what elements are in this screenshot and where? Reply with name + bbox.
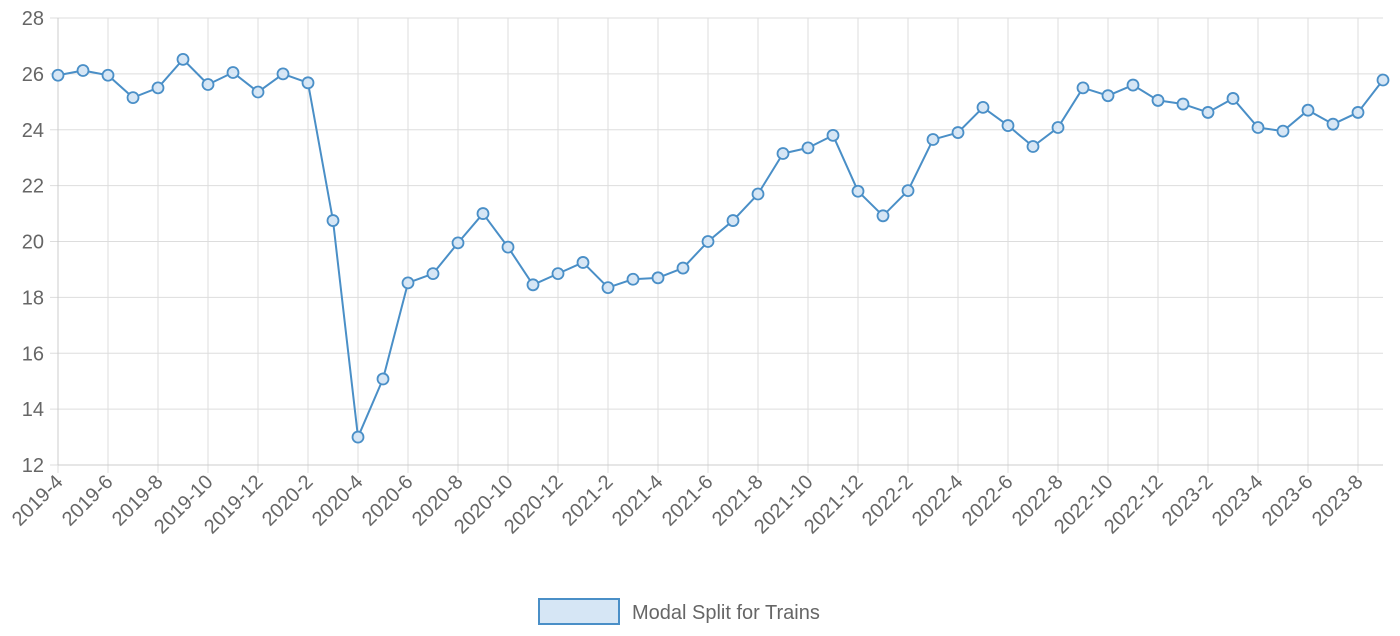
x-tick-label: 2019-4 (8, 471, 68, 531)
data-point[interactable] (276, 67, 290, 81)
data-point[interactable] (401, 276, 415, 290)
data-point[interactable] (826, 128, 840, 142)
y-tick-label: 12 (22, 455, 44, 477)
data-point[interactable] (876, 209, 890, 223)
series-line (57, 58, 1384, 439)
y-tick-label: 26 (22, 64, 44, 86)
data-point[interactable] (526, 278, 540, 292)
data-point[interactable] (1376, 73, 1390, 87)
data-point[interactable] (1126, 78, 1140, 92)
x-tick-label: 2020-4 (308, 471, 368, 531)
data-point[interactable] (1226, 92, 1240, 105)
data-point[interactable] (1076, 81, 1090, 95)
data-point[interactable] (751, 187, 765, 201)
x-tick-label: 2021-6 (658, 471, 718, 531)
data-point[interactable] (626, 272, 640, 286)
x-tick-label: 2023-8 (1308, 471, 1368, 531)
data-point[interactable] (226, 66, 240, 79)
x-tick-label: 2019-6 (58, 471, 118, 531)
x-tick-label: 2022-2 (858, 471, 918, 531)
data-point[interactable] (376, 372, 390, 386)
data-point[interactable] (326, 214, 340, 227)
data-point[interactable] (901, 184, 915, 198)
data-point[interactable] (1201, 106, 1215, 119)
data-point[interactable] (476, 207, 490, 220)
y-tick-label: 18 (22, 287, 44, 309)
data-point[interactable] (726, 214, 740, 227)
data-point[interactable] (176, 52, 190, 66)
data-point[interactable] (1051, 121, 1065, 134)
data-point[interactable] (651, 271, 665, 285)
data-point[interactable] (151, 81, 165, 95)
x-tick-label: 2022-6 (958, 471, 1018, 531)
data-point[interactable] (1151, 94, 1165, 107)
data-point[interactable] (301, 76, 315, 90)
data-point[interactable] (1351, 106, 1365, 119)
data-point[interactable] (776, 147, 790, 160)
data-point[interactable] (1026, 140, 1040, 153)
data-point[interactable] (676, 261, 690, 275)
data-point[interactable] (701, 235, 715, 248)
data-point[interactable] (851, 184, 865, 198)
data-point[interactable] (501, 240, 515, 254)
legend-swatch[interactable] (538, 598, 620, 625)
y-tick-label: 14 (22, 399, 44, 421)
x-tick-label: 2021-2 (558, 471, 618, 531)
y-tick-label: 20 (22, 232, 44, 254)
x-tick-label: 2020-6 (358, 471, 418, 531)
data-point[interactable] (576, 256, 590, 269)
data-point[interactable] (451, 236, 465, 250)
data-point[interactable] (976, 101, 990, 114)
data-point[interactable] (126, 91, 140, 105)
data-point[interactable] (801, 141, 815, 155)
data-point[interactable] (1176, 97, 1190, 111)
y-tick-label: 24 (22, 120, 44, 142)
data-point[interactable] (426, 267, 440, 281)
axes: 1214161820222426282019-42019-62019-82019… (8, 8, 1383, 538)
data-point[interactable] (251, 85, 265, 99)
legend[interactable]: Modal Split for Trains (538, 598, 820, 625)
y-tick-label: 22 (22, 176, 44, 198)
data-point[interactable] (551, 267, 565, 281)
data-point[interactable] (951, 126, 965, 139)
x-tick-label: 2023-6 (1258, 471, 1318, 531)
data-point[interactable] (51, 68, 65, 82)
data-point[interactable] (76, 64, 90, 77)
x-tick-label: 2022-4 (908, 471, 968, 531)
data-point[interactable] (1276, 124, 1290, 138)
data-point[interactable] (1251, 121, 1265, 134)
y-tick-label: 28 (22, 8, 44, 30)
data-point[interactable] (601, 281, 615, 294)
x-tick-label: 2021-4 (608, 471, 668, 531)
data-point[interactable] (1301, 103, 1315, 117)
x-tick-label: 2023-2 (1158, 471, 1218, 531)
data-point[interactable] (926, 133, 940, 146)
data-point[interactable] (101, 68, 115, 82)
data-point[interactable] (1101, 89, 1115, 103)
data-point[interactable] (351, 430, 365, 444)
y-tick-label: 16 (22, 343, 44, 365)
series (51, 52, 1390, 444)
data-point[interactable] (1001, 119, 1015, 132)
data-point[interactable] (201, 78, 215, 91)
x-tick-label: 2023-4 (1208, 471, 1268, 531)
legend-label[interactable]: Modal Split for Trains (632, 602, 820, 624)
data-point[interactable] (1326, 117, 1340, 131)
x-tick-label: 2020-2 (258, 471, 318, 531)
